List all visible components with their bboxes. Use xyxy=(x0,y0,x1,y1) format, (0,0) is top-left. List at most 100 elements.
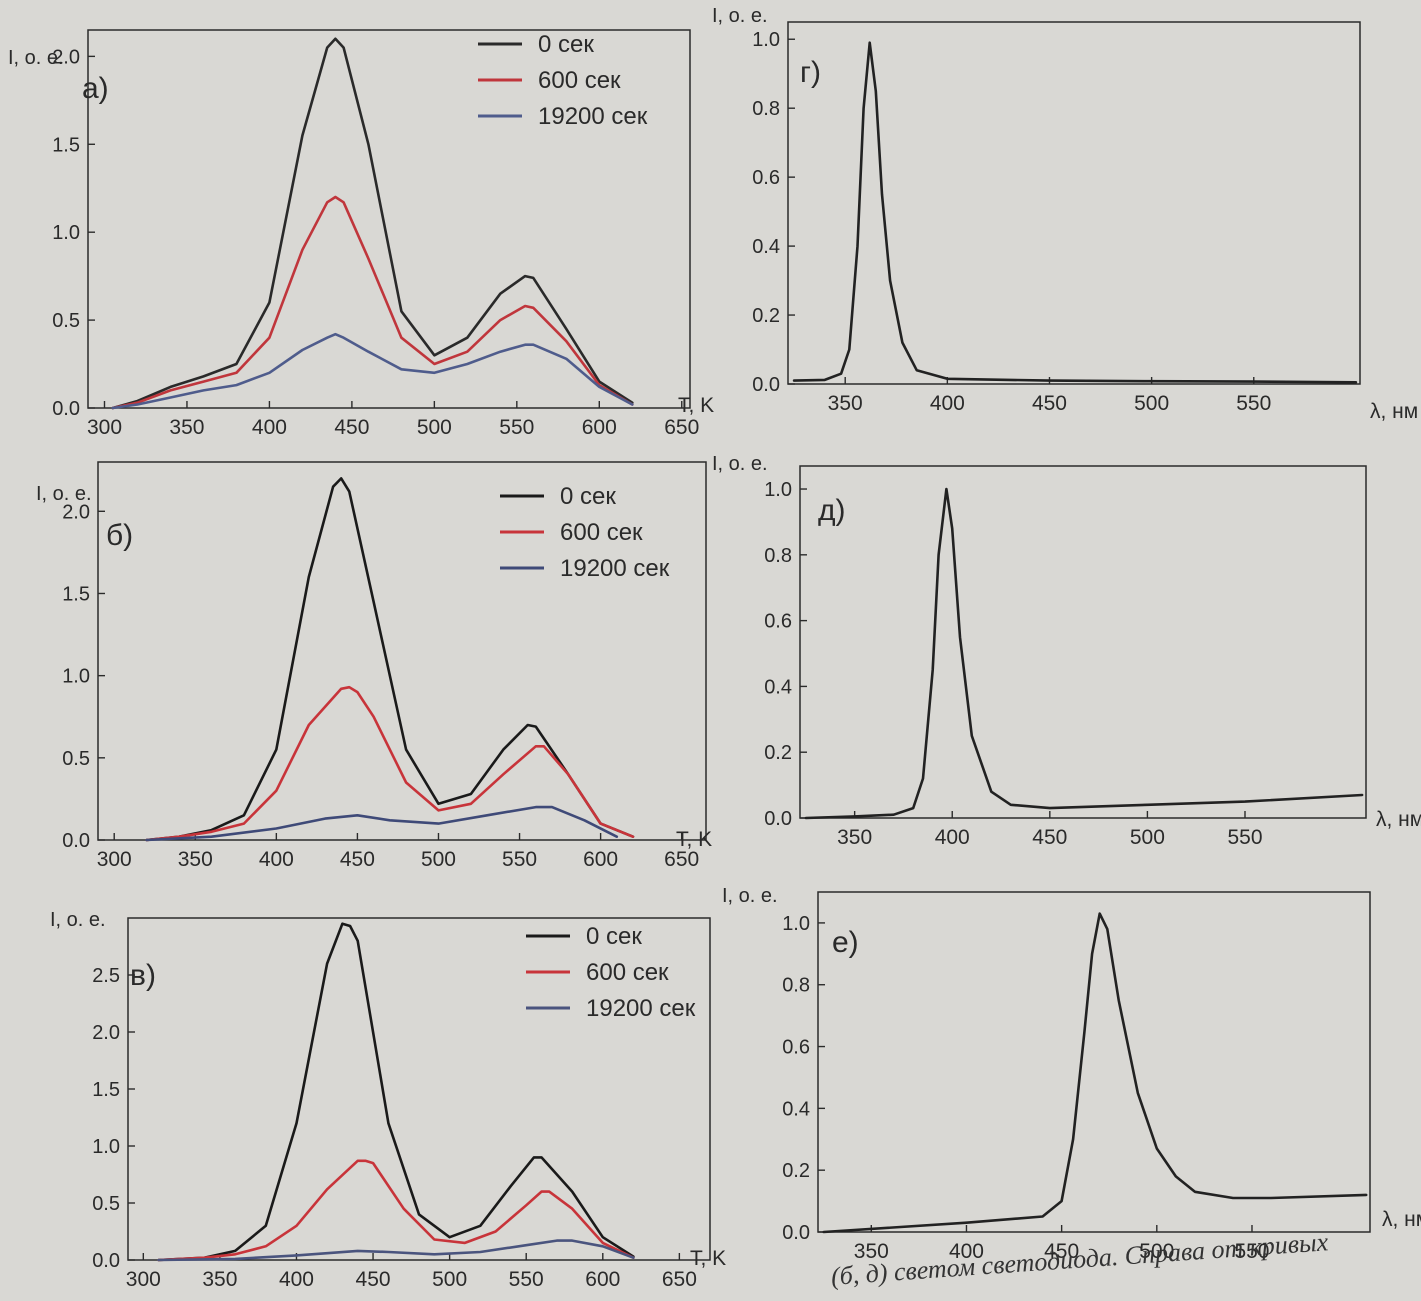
plot-frame xyxy=(787,21,1361,385)
legend-entry: 0 сек xyxy=(586,923,642,950)
x-axis-label: λ, нм xyxy=(1376,808,1421,831)
series-line-1 xyxy=(792,41,1358,384)
y-tick-label: 0.6 xyxy=(764,611,792,633)
y-tick-label: 0.0 xyxy=(782,1222,810,1244)
series-line-3 xyxy=(157,1239,635,1262)
legend-entry: 19200 сек xyxy=(560,555,670,582)
x-tick-label: 350 xyxy=(178,848,213,871)
x-tick-label: 350 xyxy=(837,826,872,849)
x-tick-label: 550 xyxy=(1234,1240,1269,1263)
plot-frame xyxy=(97,461,707,841)
x-tick-label: 650 xyxy=(662,1268,697,1291)
x-tick-label: 550 xyxy=(499,416,534,439)
y-tick-label: 0.0 xyxy=(764,808,792,830)
series-line-3 xyxy=(111,332,634,410)
series-line-2 xyxy=(145,685,635,842)
plot-frame xyxy=(87,29,691,409)
x-tick-label: 350 xyxy=(169,416,204,439)
legend-entry: 600 сек xyxy=(560,519,643,546)
legend-entry: 0 сек xyxy=(560,483,616,510)
x-tick-label: 450 xyxy=(1032,392,1067,415)
series-line-1 xyxy=(111,37,634,410)
y-tick-label: 2.0 xyxy=(92,1022,120,1044)
y-tick-label: 0.6 xyxy=(782,1037,810,1059)
x-axis-label: T, K xyxy=(690,1247,726,1270)
y-tick-label: 1.5 xyxy=(92,1079,120,1101)
y-tick-label: 0.5 xyxy=(52,310,80,332)
panel-label: г) xyxy=(800,56,821,89)
legend-entry: 600 сек xyxy=(538,67,621,94)
y-tick-label: 1.0 xyxy=(752,29,780,51)
y-tick-label: 0.0 xyxy=(752,374,780,396)
y-tick-label: 1.0 xyxy=(52,222,80,244)
x-tick-label: 500 xyxy=(421,848,456,871)
series-line-1 xyxy=(157,922,635,1262)
y-tick-label: 0.6 xyxy=(752,167,780,189)
x-tick-label: 450 xyxy=(356,1268,391,1291)
x-axis-label: λ, нм xyxy=(1370,400,1418,423)
legend-entry: 19200 сек xyxy=(586,995,696,1022)
series-line-3 xyxy=(145,805,619,842)
legend: 0 сек 600 сек 19200 сек xyxy=(500,483,670,582)
x-tick-label: 550 xyxy=(509,1268,544,1291)
y-tick-label: 0.5 xyxy=(62,748,90,770)
x-tick-label: 550 xyxy=(502,848,537,871)
x-tick-label: 500 xyxy=(1130,826,1165,849)
legend-entry: 0 сек xyxy=(538,31,594,58)
x-axis-label: T, K xyxy=(678,394,714,417)
series-line-1 xyxy=(804,487,1364,820)
y-tick-label: 0.8 xyxy=(752,98,780,120)
x-tick-label: 600 xyxy=(582,416,617,439)
y-tick-label: 0.2 xyxy=(764,742,792,764)
chart-panel-1: 300 350 400 450 500 550 600 650 0.0 0.5 1.0 1.5 2.0I… xyxy=(8,29,714,439)
y-tick-label: 0.0 xyxy=(92,1250,120,1272)
x-axis-label: λ, нм xyxy=(1382,1208,1421,1231)
chart-panel-6: 350 400 450 500 550 0.0 0.2 0.4 0.6 0.8 1.0I, о. е… xyxy=(722,885,1421,1263)
x-axis-label: T, K xyxy=(676,828,712,851)
y-axis-label: I, о. е. xyxy=(36,483,92,505)
legend-entry: 600 сек xyxy=(586,959,669,986)
x-tick-label: 500 xyxy=(1139,1240,1174,1263)
series-line-1 xyxy=(822,912,1368,1234)
chart-panel-3: 300 350 400 450 500 550 600 650 0.0 0.5 1.0 1.5 2.0 2… xyxy=(50,909,726,1291)
x-tick-label: 600 xyxy=(585,1268,620,1291)
y-tick-label: 1.0 xyxy=(782,913,810,935)
y-axis-label: I, о. е. xyxy=(712,5,768,27)
x-tick-label: 450 xyxy=(1044,1240,1079,1263)
y-tick-label: 0.2 xyxy=(752,305,780,327)
x-tick-label: 350 xyxy=(828,392,863,415)
y-axis-label: I, о. е. xyxy=(8,47,64,69)
panel-label: в) xyxy=(130,959,156,992)
y-tick-label: 2.0 xyxy=(52,46,80,68)
x-tick-label: 450 xyxy=(340,848,375,871)
panel-label: а) xyxy=(82,72,109,105)
y-tick-label: 0.0 xyxy=(52,398,80,420)
y-tick-label: 2.0 xyxy=(62,501,90,523)
x-tick-label: 500 xyxy=(417,416,452,439)
y-tick-label: 0.8 xyxy=(764,545,792,567)
x-tick-label: 300 xyxy=(97,848,132,871)
y-tick-label: 1.5 xyxy=(62,583,90,605)
x-tick-label: 500 xyxy=(1134,392,1169,415)
legend: 0 сек 600 сек 19200 сек xyxy=(526,923,696,1022)
y-tick-label: 0.4 xyxy=(764,676,792,698)
y-tick-label: 0.5 xyxy=(92,1193,120,1215)
y-axis-label: I, о. е. xyxy=(50,909,106,931)
series-line-2 xyxy=(157,1159,635,1262)
y-tick-label: 2.5 xyxy=(92,965,120,987)
y-tick-label: 1.5 xyxy=(52,134,80,156)
x-tick-label: 600 xyxy=(583,848,618,871)
y-tick-label: 0.4 xyxy=(782,1098,810,1120)
chart-panel-2: 300 350 400 450 500 550 600 650 0.0 0.5 1.0 1.5 2.0I… xyxy=(36,461,712,871)
x-tick-label: 400 xyxy=(930,392,965,415)
plot-frame xyxy=(817,891,1371,1233)
x-tick-label: 650 xyxy=(664,416,699,439)
y-axis-label: I, о. е. xyxy=(722,885,778,907)
x-tick-label: 450 xyxy=(334,416,369,439)
y-axis-label: I, о. е. xyxy=(712,453,768,475)
plot-frame xyxy=(799,465,1367,819)
chart-panel-5: 350 400 450 500 550 0.0 0.2 0.4 0.6 0.8 1.0 I, о. е… xyxy=(712,453,1421,849)
x-tick-label: 300 xyxy=(87,416,122,439)
y-tick-label: 1.0 xyxy=(764,479,792,501)
